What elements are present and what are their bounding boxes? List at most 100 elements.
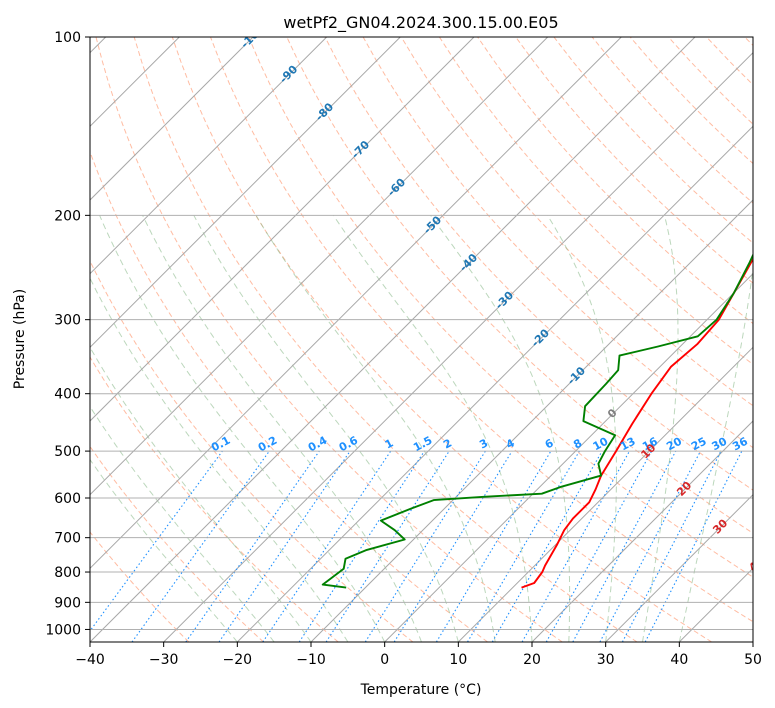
y-tick-label: 500 (54, 444, 81, 460)
mixing-ratio-label: 10 (591, 434, 611, 453)
mixing-ratio-label: 25 (689, 435, 709, 454)
x-tick-label: −30 (149, 652, 179, 668)
x-tick-label: 0 (380, 652, 389, 668)
isotherm (90, 37, 328, 275)
mixing-ratio-line (545, 450, 653, 642)
mixing-ratio-line (393, 450, 513, 642)
x-tick-label: −20 (223, 652, 253, 668)
dry-adiabat (515, 37, 753, 284)
dry-adiabat (438, 37, 753, 366)
y-axis-title: Pressure (hPa) (12, 289, 28, 389)
isotherm (90, 37, 549, 496)
moist-adiabat (90, 458, 238, 642)
isotherm (605, 493, 753, 642)
dry-adiabat (706, 37, 753, 86)
moist-adiabat (193, 215, 459, 642)
y-tick-label: 700 (54, 531, 81, 547)
isotherm (678, 567, 753, 642)
isotherm (236, 125, 753, 642)
dry-adiabat (90, 445, 264, 642)
x-tick-label: 10 (449, 652, 467, 668)
moist-adiabat (678, 264, 753, 642)
temperature-profile (521, 257, 753, 589)
isotherm-label: 0 (605, 406, 620, 421)
mixing-ratio-line (364, 450, 486, 642)
isotherm (457, 346, 753, 642)
isotherm (90, 37, 696, 642)
y-tick-label: 200 (54, 208, 81, 224)
sounding-profiles (321, 252, 753, 589)
y-tick-label: 1000 (45, 622, 81, 638)
mixing-ratio-line (262, 450, 392, 642)
isotherm-label: -90 (277, 62, 300, 85)
y-tick-label: 400 (54, 387, 81, 403)
dewpoint-profile (321, 252, 753, 589)
y-tick-label: 600 (54, 491, 81, 507)
isotherm (384, 272, 753, 642)
dry-adiabat (95, 37, 563, 642)
moist-adiabat (90, 346, 312, 642)
isotherm (163, 51, 753, 642)
mixing-ratio-label: 6 (543, 436, 556, 451)
moist-adiabat (99, 215, 386, 642)
chart-title: wetPf2_GN04.2024.300.15.00.E05 (283, 13, 558, 33)
mixing-ratio-label: 1 (383, 436, 396, 451)
moist-adiabat (642, 215, 679, 642)
mixing-ratio-label: 30 (710, 435, 730, 454)
isotherm-label: 40 (746, 554, 766, 574)
isotherm (531, 420, 753, 642)
isotherm (310, 199, 753, 642)
moist-adiabat (142, 215, 422, 642)
mixing-ratio-line (521, 450, 630, 642)
plot-area: 0.1 0.2 0.4 0.6 1 1.5 2 3 4 6 8 10 13 16 20 25 30 36-100-… (90, 37, 766, 642)
y-tick-label: 800 (54, 565, 81, 581)
dry-adiabat (553, 37, 753, 244)
x-tick-label: −10 (296, 652, 326, 668)
mixing-ratio-label: 36 (730, 435, 750, 454)
isotherm (90, 37, 401, 349)
x-tick-label: −40 (75, 652, 105, 668)
isotherm (90, 37, 622, 570)
dry-adiabat (90, 259, 414, 642)
dry-adiabat (324, 37, 753, 491)
mixing-ratio-line (644, 450, 743, 642)
mixing-ratio-label: 4 (504, 436, 517, 451)
dry-adiabat (171, 37, 712, 642)
mixing-ratio-line (90, 450, 223, 632)
isotherm-label: -70 (349, 138, 372, 161)
mixing-ratio-line (621, 450, 722, 642)
dry-adiabat (133, 37, 638, 642)
dry-adiabat (210, 37, 753, 623)
background-lines (90, 37, 753, 642)
mixing-ratio-line (572, 450, 677, 642)
moist-adiabat (332, 215, 533, 642)
dry-adiabat (90, 150, 488, 642)
mixing-ratio-line (325, 450, 450, 642)
isotherm-label: 30 (710, 516, 730, 536)
dry-adiabat (248, 37, 753, 578)
dry-adiabat (90, 356, 339, 642)
dry-adiabat (744, 37, 753, 47)
isotherm-label: -60 (385, 176, 408, 199)
plot-frame (89, 36, 754, 643)
x-axis-ticks: −40 −30 −20 −10 0 10 20 30 40 50 (75, 642, 762, 668)
in-plot-labels: 0.1 0.2 0.4 0.6 1 1.5 2 3 4 6 8 10 13 16 20 25 30 36-100-… (209, 37, 766, 574)
y-axis-ticks: 100 200 300 400 500 600 700 800 900 1000 (45, 30, 90, 638)
isotherm-label: -30 (493, 289, 516, 312)
pressure-gridlines (90, 37, 753, 630)
mixing-ratio-line (491, 450, 603, 642)
isotherm (90, 37, 475, 422)
isotherm (752, 641, 753, 642)
mixing-ratio-label: 13 (618, 435, 638, 454)
moist-adiabat (547, 215, 617, 642)
y-tick-label: 100 (54, 30, 81, 46)
moist-adiabat (430, 215, 571, 642)
mixing-ratio-line (185, 450, 320, 642)
mixing-ratio-label: 2 (441, 436, 454, 451)
mixing-ratio-label: 16 (640, 435, 660, 454)
y-tick-label: 900 (54, 595, 81, 611)
mixing-ratio-line (298, 450, 425, 642)
x-tick-label: 30 (597, 652, 615, 668)
dry-adiabat (90, 531, 190, 642)
